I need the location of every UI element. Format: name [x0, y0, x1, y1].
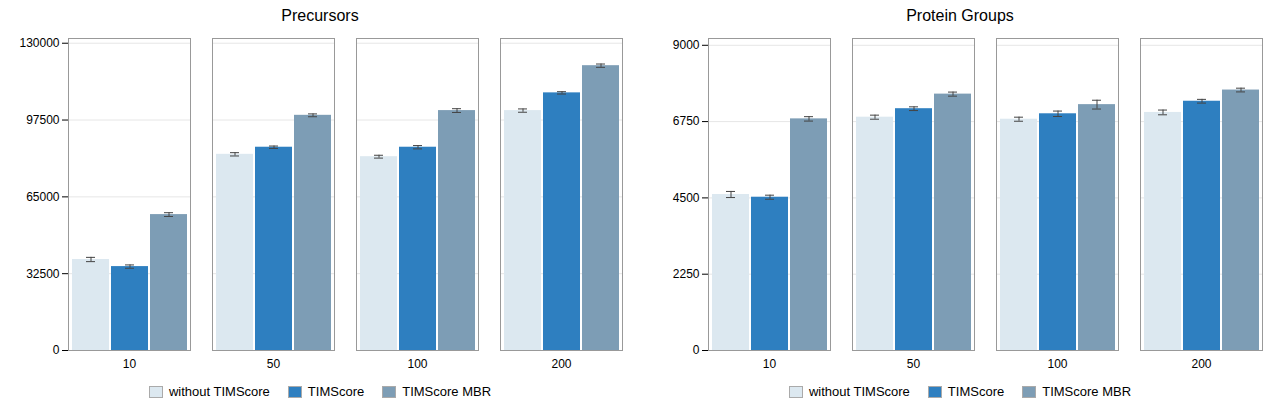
svg-text:9000: 9000 [673, 38, 700, 52]
svg-text:0: 0 [693, 343, 700, 357]
svg-text:32500: 32500 [26, 267, 60, 281]
svg-text:100: 100 [407, 357, 427, 371]
svg-text:50: 50 [907, 357, 921, 371]
svg-text:10: 10 [763, 357, 777, 371]
svg-text:6750: 6750 [673, 114, 700, 128]
html-text:TIMScore MBR: TIMScore MBR [1042, 383, 1131, 399]
html-text:without TIMScore: without TIMScore [808, 383, 910, 399]
svg-text:100: 100 [1047, 357, 1067, 371]
html-text:without TIMScore: without TIMScore [168, 383, 270, 399]
svg-text:130000: 130000 [19, 36, 59, 50]
html-text:TIMScore MBR: TIMScore MBR [402, 383, 491, 399]
svg-text:0: 0 [53, 343, 60, 357]
svg-text:97500: 97500 [26, 113, 60, 127]
svg-text:200: 200 [1191, 357, 1211, 371]
svg-text:2250: 2250 [673, 267, 700, 281]
svg-text:4500: 4500 [673, 191, 700, 205]
svg-text:50: 50 [267, 357, 281, 371]
svg-text:10: 10 [123, 357, 137, 371]
svg-text:65000: 65000 [26, 190, 60, 204]
svg-text:200: 200 [551, 357, 571, 371]
html-text:TIMScore: TIMScore [947, 383, 1005, 399]
html-text:Precursors: Precursors [281, 7, 359, 24]
html-text:Protein Groups: Protein Groups [906, 7, 1014, 24]
html-text:TIMScore: TIMScore [307, 383, 365, 399]
